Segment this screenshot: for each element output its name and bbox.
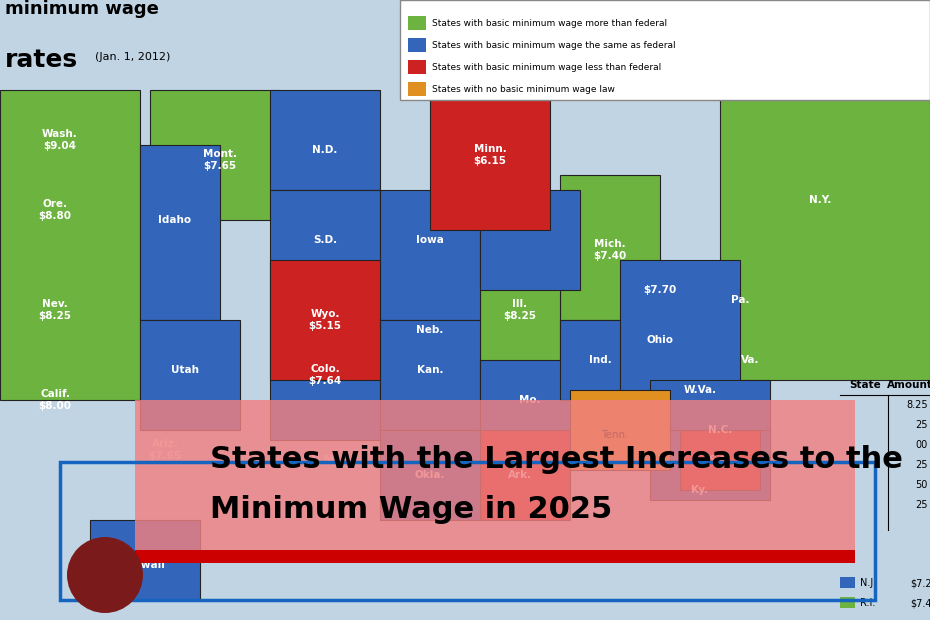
Text: rates: rates xyxy=(5,48,78,72)
Text: Ky.: Ky. xyxy=(691,485,709,495)
Text: minimum wage: minimum wage xyxy=(5,0,159,18)
Bar xyxy=(408,82,426,96)
Bar xyxy=(408,16,426,30)
Text: Ariz.
$7.65: Ariz. $7.65 xyxy=(149,439,181,461)
Text: $7.70: $7.70 xyxy=(644,285,677,295)
Bar xyxy=(400,0,930,100)
Text: Ore.
$8.80: Ore. $8.80 xyxy=(38,199,72,221)
Text: State: State xyxy=(849,380,881,390)
Text: Ill.
$8.25: Ill. $8.25 xyxy=(503,299,537,321)
Text: S.D.: S.D. xyxy=(312,235,337,245)
Text: States with basic minimum wage the same as federal: States with basic minimum wage the same … xyxy=(432,42,675,50)
Text: States with basic minimum wage less than federal: States with basic minimum wage less than… xyxy=(432,63,661,73)
Bar xyxy=(480,360,580,450)
Text: $7.25: $7.25 xyxy=(910,578,930,588)
Text: N.C.: N.C. xyxy=(708,425,732,435)
Bar xyxy=(480,190,580,290)
Bar xyxy=(150,90,280,220)
Text: 00: 00 xyxy=(916,440,928,450)
Bar xyxy=(560,320,650,400)
Text: Minn.
$6.15: Minn. $6.15 xyxy=(473,144,507,166)
Bar xyxy=(650,380,770,470)
Text: N.M.: N.M. xyxy=(312,455,339,465)
Text: 25: 25 xyxy=(915,460,928,470)
Bar xyxy=(135,550,855,563)
Text: Minimum Wage in 2025: Minimum Wage in 2025 xyxy=(210,495,612,525)
Text: N.D.: N.D. xyxy=(312,145,338,155)
Text: Ind.: Ind. xyxy=(589,355,611,365)
Bar xyxy=(720,90,930,380)
Text: Va.: Va. xyxy=(741,355,759,365)
Text: 25: 25 xyxy=(915,420,928,430)
Text: States with basic minimum wage more than federal: States with basic minimum wage more than… xyxy=(432,19,667,29)
Text: Mont.
$7.65: Mont. $7.65 xyxy=(203,149,237,170)
Text: (Jan. 1, 2012): (Jan. 1, 2012) xyxy=(95,52,170,62)
Bar xyxy=(270,90,380,190)
Text: Colo.
$7.64: Colo. $7.64 xyxy=(309,364,341,386)
Bar xyxy=(840,577,855,588)
Text: R.I.: R.I. xyxy=(860,598,875,608)
Text: Mich.
$7.40: Mich. $7.40 xyxy=(593,239,627,261)
Bar xyxy=(380,190,480,320)
Bar xyxy=(380,320,480,430)
Text: Idaho: Idaho xyxy=(158,215,192,225)
Text: Iowa: Iowa xyxy=(416,235,444,245)
Text: Calif.
$8.00: Calif. $8.00 xyxy=(38,389,72,411)
Bar xyxy=(90,520,200,600)
Bar xyxy=(270,260,380,380)
Text: Nev.
$8.25: Nev. $8.25 xyxy=(38,299,72,321)
Bar xyxy=(408,60,426,74)
Text: 8.25: 8.25 xyxy=(907,400,928,410)
Bar xyxy=(270,320,380,440)
Text: Kan.: Kan. xyxy=(417,365,444,375)
Text: Okla.: Okla. xyxy=(415,470,445,480)
Text: 25: 25 xyxy=(915,500,928,510)
Text: Ohio: Ohio xyxy=(646,335,673,345)
Text: $7.40: $7.40 xyxy=(910,598,930,608)
Bar xyxy=(570,390,670,470)
Text: Ark.: Ark. xyxy=(508,470,532,480)
Text: 50: 50 xyxy=(916,480,928,490)
Text: States with no basic minimum wage law: States with no basic minimum wage law xyxy=(432,86,615,94)
Text: Neb.: Neb. xyxy=(417,325,444,335)
Text: Tenn.: Tenn. xyxy=(602,430,629,440)
Bar xyxy=(0,90,140,400)
Text: States with the Largest Increases to the: States with the Largest Increases to the xyxy=(210,446,903,474)
Text: Amount: Amount xyxy=(887,380,930,390)
Text: S.C.: S.C. xyxy=(709,455,732,465)
Text: Utah: Utah xyxy=(171,365,199,375)
Bar xyxy=(270,190,380,320)
Circle shape xyxy=(67,537,143,613)
Text: Hawaii: Hawaii xyxy=(125,560,165,570)
Text: Wyo.
$5.15: Wyo. $5.15 xyxy=(309,309,341,331)
Bar xyxy=(0,90,840,530)
Text: Pa.: Pa. xyxy=(731,295,750,305)
Bar xyxy=(408,38,426,52)
Bar xyxy=(480,430,570,520)
Text: W.Va.: W.Va. xyxy=(684,385,716,395)
Bar xyxy=(560,175,660,320)
Bar xyxy=(480,260,560,380)
Bar xyxy=(650,430,770,500)
Bar xyxy=(380,430,480,520)
Bar xyxy=(430,90,550,230)
Bar xyxy=(140,320,240,430)
Bar xyxy=(680,430,760,490)
Bar xyxy=(140,145,220,320)
Bar xyxy=(60,462,875,600)
Text: Mo.: Mo. xyxy=(519,395,541,405)
Text: N.J.: N.J. xyxy=(860,578,876,588)
Bar xyxy=(840,597,855,608)
Text: N.Y.: N.Y. xyxy=(809,195,831,205)
Bar xyxy=(620,260,740,400)
Text: Wash.
$9.04: Wash. $9.04 xyxy=(42,129,78,151)
Bar xyxy=(135,400,855,560)
